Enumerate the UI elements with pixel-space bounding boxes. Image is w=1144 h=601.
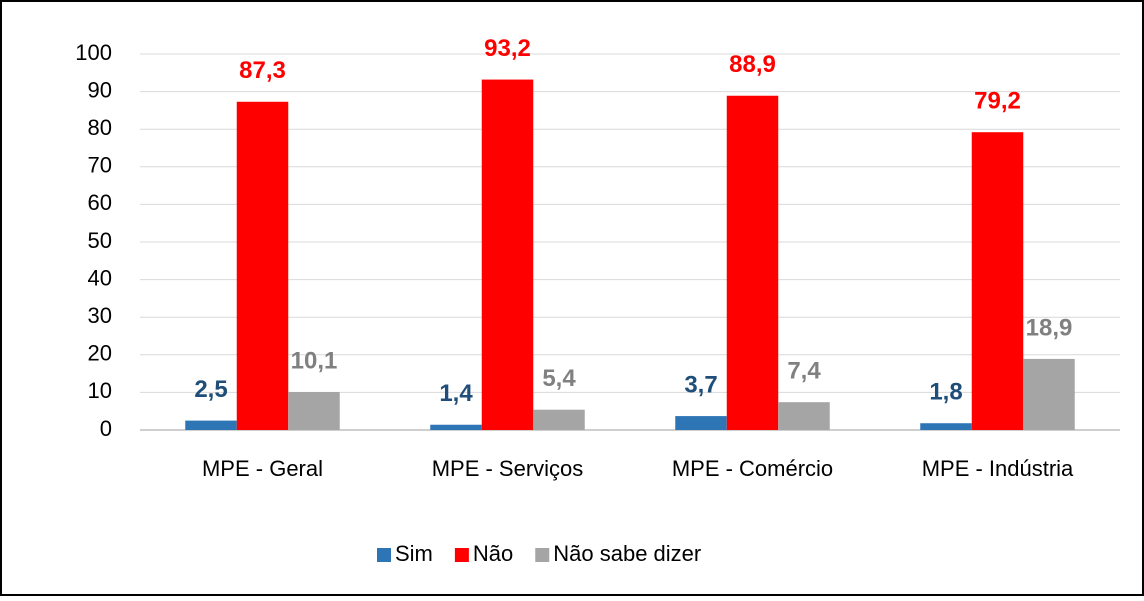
data-label: 1,4: [439, 380, 473, 407]
legend-swatch: [535, 548, 550, 562]
data-label: 79,2: [974, 88, 1021, 115]
y-tick-label: 30: [88, 303, 112, 328]
y-tick-label: 50: [88, 228, 112, 253]
legend-swatch: [454, 548, 469, 562]
data-label: 87,3: [239, 57, 286, 84]
y-tick-label: 40: [88, 265, 112, 290]
x-tick-label: MPE - Comércio: [672, 456, 833, 481]
data-label: 3,7: [684, 371, 717, 398]
bar: [920, 423, 972, 430]
data-label: 2,5: [194, 376, 227, 403]
bar: [533, 409, 585, 430]
bar: [971, 132, 1024, 430]
y-tick-label: 70: [88, 153, 112, 178]
bar: [236, 101, 289, 430]
data-label: 10,1: [291, 347, 338, 374]
bar: [675, 416, 727, 430]
data-label: 18,9: [1026, 314, 1073, 341]
y-tick-label: 10: [88, 378, 112, 403]
data-label: 93,2: [484, 35, 531, 62]
bar: [778, 402, 830, 430]
y-tick-label: 100: [75, 40, 112, 65]
bar: [288, 392, 340, 430]
legend-label: Não sabe dizer: [553, 541, 701, 566]
data-label: 88,9: [729, 51, 776, 78]
y-tick-label: 80: [88, 115, 112, 140]
y-tick-label: 20: [88, 341, 112, 366]
data-label: 7,4: [787, 358, 821, 385]
data-label: 1,8: [929, 379, 962, 406]
x-tick-label: MPE - Geral: [202, 456, 323, 481]
bar: [185, 420, 237, 430]
legend-swatch: [377, 548, 391, 562]
x-tick-label: MPE - Serviços: [432, 456, 584, 481]
legend-label: Não: [473, 541, 513, 566]
bar: [481, 79, 534, 431]
bar: [1023, 358, 1075, 430]
y-tick-label: 90: [88, 77, 112, 102]
bar: [726, 95, 779, 431]
bar: [430, 424, 482, 430]
y-tick-label: 60: [88, 190, 112, 215]
data-label: 5,4: [542, 365, 576, 392]
x-tick-label: MPE - Indústria: [922, 456, 1074, 481]
y-tick-label: 0: [100, 416, 112, 441]
legend-label: Sim: [395, 541, 433, 566]
